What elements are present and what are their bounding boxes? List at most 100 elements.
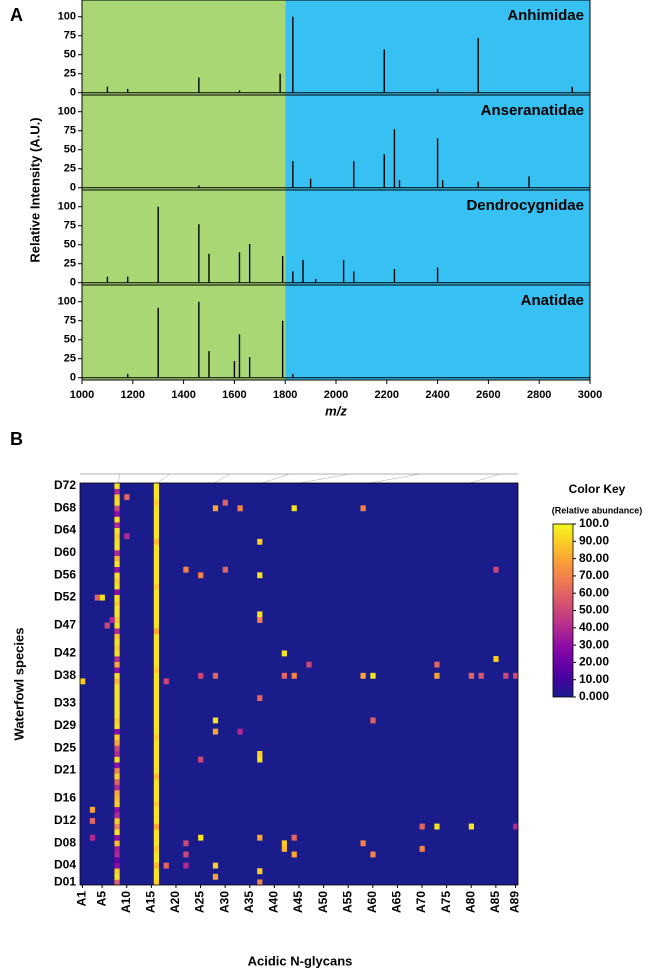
x-tick-label: 2000 [324, 389, 348, 401]
heatmap-cell [114, 561, 120, 568]
heatmap-cell [493, 566, 499, 573]
heatmap-cell [114, 522, 120, 528]
heatmap-cell [257, 611, 263, 618]
heatmap-cell [153, 667, 160, 674]
heatmap-cell [153, 700, 160, 707]
heatmap-cell [153, 544, 160, 551]
heatmap-cell [434, 661, 440, 668]
heatmap-cell [281, 672, 287, 679]
heatmap-cell [109, 617, 115, 623]
heatmap-cell [468, 672, 475, 679]
heatmap-cell [153, 672, 160, 679]
color-key [552, 523, 574, 698]
heatmap-cell [183, 840, 189, 847]
heatmap-cell [370, 717, 376, 724]
heatmap-cell [114, 795, 120, 802]
x-tick-label: A25 [193, 891, 207, 913]
y-tick-label: D38 [54, 668, 76, 682]
heatmap-cell [163, 862, 169, 869]
heatmap-cell [114, 862, 120, 869]
color-key-tick-label: 60.00 [579, 585, 609, 599]
region [82, 190, 286, 285]
heatmap-cell [153, 790, 160, 796]
heatmap-cell [291, 851, 297, 858]
heatmap-cell [153, 555, 160, 562]
heatmap-cell [153, 644, 160, 651]
heatmap-cell [114, 790, 120, 796]
heatmap-cell [257, 538, 263, 545]
heatmap-cell [434, 672, 440, 679]
heatmap-cell [153, 723, 160, 729]
heatmap-cell [257, 695, 263, 702]
heatmap-cell [257, 756, 263, 763]
heatmap-cell [114, 538, 120, 545]
heatmap-cell [153, 684, 160, 690]
heatmap-cell [124, 494, 130, 501]
heatmap-cell [114, 544, 120, 551]
color-key-tick-label: 90.00 [579, 533, 609, 547]
x-tick-label: A20 [168, 891, 182, 913]
heatmap-cell [419, 823, 425, 830]
series-label: Anhimidae [507, 7, 584, 24]
heatmap-cell [503, 672, 509, 679]
x-tick-label: 2200 [375, 389, 399, 401]
heatmap-cell [114, 745, 120, 752]
y-tick-label: D16 [54, 791, 76, 805]
heatmap-cell [153, 538, 160, 545]
heatmap-cell [153, 550, 160, 556]
y-tick-label: D01 [54, 874, 76, 888]
heatmap-cell [114, 751, 120, 757]
y-tick-label: 75 [64, 315, 76, 327]
heatmap-cell [281, 840, 287, 847]
heatmap-cell [306, 661, 312, 668]
heatmap-cell [153, 857, 160, 863]
y-tick-label: 50 [64, 144, 76, 156]
x-tick-label: A75 [439, 891, 453, 913]
heatmap-cell [89, 834, 96, 841]
y-tick-label: D25 [54, 740, 76, 754]
heatmap-cell [153, 589, 160, 595]
heatmap-cell [257, 868, 263, 875]
heatmap-cell [114, 611, 120, 618]
heatmap-cell [212, 672, 219, 679]
y-tick-label: D68 [54, 500, 76, 514]
heatmap-cell [114, 829, 120, 836]
heatmap-cell [513, 823, 519, 830]
y-axis-label: Waterfowl species [11, 628, 26, 741]
heatmap-cell [153, 656, 160, 662]
heatmap-cell [281, 845, 287, 852]
heatmap-cell [153, 678, 160, 685]
heatmap-cell [114, 667, 120, 674]
heatmap-cell [114, 527, 120, 534]
heatmap-cell [114, 784, 120, 791]
y-tick-label: 0 [70, 182, 76, 194]
heatmap-cell [114, 879, 120, 886]
heatmap-cell [153, 617, 160, 623]
series-label: Anseranatidae [481, 102, 584, 119]
region [82, 0, 286, 95]
heatmap-cell [153, 851, 160, 858]
y-tick-label: 25 [64, 353, 76, 365]
heatmap-cell [257, 572, 263, 579]
heatmap-cell [153, 695, 160, 702]
heatmap-cell [114, 823, 120, 830]
heatmap-cell [493, 656, 499, 662]
x-tick-label: A50 [316, 891, 330, 913]
heatmap-cell [153, 527, 160, 534]
heatmap-cell [198, 672, 204, 679]
heatmap-cell [153, 711, 160, 718]
heatmap-cell [478, 672, 484, 679]
y-tick-label: 50 [64, 239, 76, 251]
region [285, 0, 590, 95]
heatmap-cell [89, 818, 96, 824]
heatmap-cell [153, 577, 160, 584]
heatmap-cell [153, 605, 160, 612]
region [82, 285, 286, 380]
y-tick-label: 0 [70, 277, 76, 289]
heatmap-background [80, 483, 518, 885]
heatmap-cell [153, 767, 160, 774]
heatmap-cell [114, 818, 120, 824]
heatmap-cell [114, 656, 120, 662]
heatmap-cell [257, 879, 263, 886]
heatmap-cell [114, 605, 120, 612]
